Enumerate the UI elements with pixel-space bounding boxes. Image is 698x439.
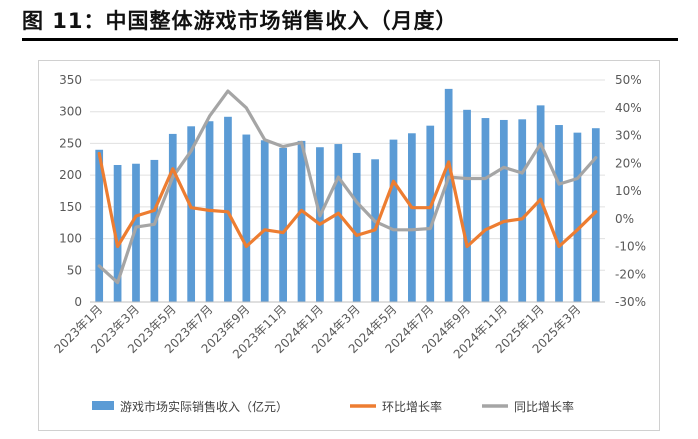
- bar: [426, 125, 435, 302]
- bar: [297, 140, 306, 302]
- bar: [573, 132, 582, 302]
- bar: [463, 109, 471, 302]
- bar: [555, 125, 563, 302]
- y-right-tick-label: -10%: [615, 240, 646, 254]
- bar: [408, 133, 416, 302]
- bar: [499, 119, 508, 303]
- chart-frame: [38, 60, 660, 431]
- bar: [334, 144, 343, 302]
- y-right-tick-label: 40%: [615, 101, 642, 115]
- legend: 游戏市场实际销售收入（亿元） 环比增长率 同比增长率: [92, 399, 574, 414]
- y-left-tick-label: 100: [59, 232, 82, 246]
- y-left-tick-label: 200: [59, 168, 82, 182]
- bar: [224, 116, 232, 302]
- bar: [591, 128, 600, 302]
- title-rule: [22, 38, 678, 41]
- bar: [279, 147, 287, 302]
- y-left-tick-label: 350: [59, 73, 82, 87]
- y-left-tick-label: 150: [59, 200, 82, 214]
- lines: [97, 89, 598, 285]
- bar: [150, 159, 159, 302]
- y-right-tick-label: 0%: [615, 212, 634, 226]
- bar: [518, 119, 527, 302]
- y-right-tick-label: -30%: [615, 295, 646, 309]
- bar: [389, 139, 398, 302]
- y-left-tick-label: 0: [74, 295, 82, 309]
- bar: [260, 140, 269, 302]
- bar: [113, 164, 122, 302]
- legend-label: 游戏市场实际销售收入（亿元）: [120, 399, 288, 414]
- y-left-tick-label: 250: [59, 136, 82, 150]
- gridlines: [90, 79, 605, 271]
- bar: [481, 118, 490, 302]
- y-left-tick-label: 300: [59, 105, 82, 119]
- legend-label: 环比增长率: [382, 399, 442, 414]
- figure-title: 图 11：中国整体游戏市场销售收入（月度）: [22, 9, 458, 33]
- mom-growth-line: [97, 151, 598, 249]
- y-right-tick-label: 50%: [615, 73, 642, 87]
- legend-label: 同比增长率: [514, 399, 574, 414]
- legend-swatch-bar: [92, 401, 114, 410]
- bar: [168, 133, 177, 302]
- bar: [187, 126, 196, 302]
- bar: [95, 149, 104, 302]
- y-left-tick-label: 50: [67, 263, 82, 277]
- yoy-growth-line: [97, 89, 598, 285]
- y-right-tick-label: 30%: [615, 129, 642, 143]
- bar: [132, 163, 140, 302]
- bar: [352, 152, 361, 302]
- bar: [444, 88, 453, 302]
- bar: [242, 134, 251, 302]
- y-right-tick-label: 10%: [615, 184, 642, 198]
- y-right-tick-label: -20%: [615, 267, 646, 281]
- y-right-tick-label: 20%: [615, 156, 642, 170]
